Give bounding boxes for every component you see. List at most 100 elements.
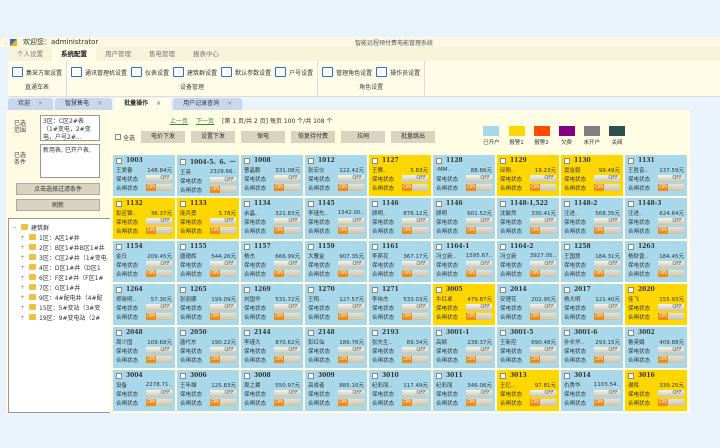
expand-icon[interactable]: + [20, 273, 26, 281]
meter-checkbox[interactable] [500, 243, 506, 250]
meter-checkbox[interactable] [180, 158, 186, 165]
power-toggle[interactable]: OFF [338, 390, 364, 397]
tree-node[interactable]: +7区：G区1#井 [12, 282, 108, 292]
power-toggle[interactable]: OFF [530, 347, 556, 354]
meter-checkbox[interactable] [308, 329, 314, 336]
power-toggle[interactable]: OFF [466, 218, 492, 225]
power-toggle[interactable]: OFF [338, 175, 364, 182]
tree-node[interactable]: +6区：F区1#井（F区1# [12, 272, 108, 282]
meter-cell[interactable]: 1004-5、6、一 王英 2329.66.. 保电状态 OFF 合闸状态 ON [177, 155, 239, 196]
meter-checkbox[interactable] [116, 372, 122, 379]
operation-button[interactable]: 设置下发 [191, 131, 236, 143]
meter-cell[interactable]: 2020 佳飞 155.93元 保电状态 OFF 合闸状态 ON [625, 284, 687, 325]
operation-button[interactable]: 电价下发 [141, 131, 186, 143]
gate-toggle[interactable]: ON [274, 227, 300, 234]
doc-tab[interactable]: 智慧售电 × [55, 98, 113, 110]
gate-toggle[interactable]: ON [338, 313, 364, 320]
meter-checkbox[interactable] [372, 200, 378, 207]
power-toggle[interactable]: OFF [402, 347, 428, 354]
meter-cell[interactable]: 1145 李瑾先.. 1542.00.. 保电状态 OFF 合闸状态 ON [305, 198, 367, 239]
meter-cell[interactable]: 1129 邱刚.. 19.23元 保电状态 OFF 合闸状态 ON [497, 155, 559, 196]
gate-toggle[interactable]: ON [658, 399, 684, 406]
meter-checkbox[interactable] [436, 157, 442, 164]
operation-button[interactable]: 恢复待付费 [291, 131, 336, 143]
meter-checkbox[interactable] [628, 372, 634, 379]
doc-tab[interactable]: 用户记录查询 × [173, 98, 243, 110]
gate-toggle[interactable]: ON [594, 184, 620, 191]
meter-checkbox[interactable] [180, 200, 186, 207]
toolbar-button[interactable]: 集采方案设置 [12, 67, 62, 77]
menu-tab[interactable]: 系统配置 [52, 47, 96, 61]
power-toggle[interactable]: OFF [210, 261, 236, 268]
meter-cell[interactable]: 2144 李瑾大 870.62元 保电状态 OFF 合闸状态 ON [241, 327, 303, 368]
meter-checkbox[interactable] [308, 157, 314, 164]
gate-toggle[interactable]: ON [530, 356, 556, 363]
toolbar-button[interactable]: 户号设置 [275, 67, 313, 77]
meter-cell[interactable]: 2148 彭红仙 186.76元 保电状态 OFF 合闸状态 ON [305, 327, 367, 368]
meter-cell[interactable]: 2048 周少国 109.68元 保电状态 OFF 合闸状态 ON [113, 327, 175, 368]
power-toggle[interactable]: OFF [530, 390, 556, 397]
meter-checkbox[interactable] [180, 329, 186, 336]
power-toggle[interactable]: OFF [594, 175, 620, 182]
meter-checkbox[interactable] [116, 157, 122, 164]
meter-cell[interactable]: 1264 郑晓明.. 57.30元 保电状态 OFF 合闸状态 ON [113, 284, 175, 325]
power-toggle[interactable]: OFF [274, 218, 300, 225]
power-toggle[interactable]: OFF [210, 390, 236, 397]
meter-checkbox[interactable] [116, 200, 122, 207]
power-toggle[interactable]: OFF [658, 347, 684, 354]
expand-icon[interactable]: + [20, 253, 26, 261]
meter-cell[interactable]: 1271 李伟杰 533.03元 保电状态 OFF 合闸状态 ON [369, 284, 431, 325]
gate-toggle[interactable]: ON [466, 184, 492, 191]
power-toggle[interactable]: OFF [594, 261, 620, 268]
meter-checkbox[interactable] [244, 243, 250, 250]
meter-cell[interactable]: 1159 大雁金 907.35元 保电状态 OFF 合闸状态 ON [305, 241, 367, 282]
prev-page-link[interactable]: 上一页 [170, 118, 189, 125]
meter-checkbox[interactable] [436, 372, 442, 379]
power-toggle[interactable]: OFF [658, 218, 684, 225]
gate-toggle[interactable]: ON [274, 399, 300, 406]
close-icon[interactable]: × [227, 100, 233, 107]
meter-cell[interactable]: 3001-5 王新控 690.48元 保电状态 OFF 合闸状态 ON [497, 327, 559, 368]
gate-toggle[interactable]: ON [466, 356, 492, 363]
toolbar-button[interactable]: 仪表设置 [131, 67, 169, 77]
meter-cell[interactable]: 2193 张先生.. 69.34元 保电状态 OFF 合闸状态 ON [369, 327, 431, 368]
meter-checkbox[interactable] [564, 157, 570, 164]
gate-toggle[interactable]: ON [210, 270, 236, 277]
power-toggle[interactable]: OFF [338, 304, 364, 311]
gate-toggle[interactable]: ON [594, 399, 620, 406]
meter-checkbox[interactable] [628, 329, 634, 336]
close-icon[interactable]: × [156, 100, 162, 107]
gate-toggle[interactable]: ON [146, 270, 172, 277]
power-toggle[interactable]: OFF [658, 261, 684, 268]
meter-cell[interactable]: 1131 王胜音.. 137.59元 保电状态 OFF 合闸状态 ON [625, 155, 687, 196]
meter-checkbox[interactable] [116, 286, 122, 293]
tree-node[interactable]: +2区：B区1#井B区1#井 [12, 242, 108, 252]
toolbar-button[interactable]: 默认参数设置 [221, 67, 271, 77]
power-toggle[interactable]: OFF [210, 177, 236, 184]
meter-cell[interactable]: 1133 庞兵勇 3.78元 保电状态 OFF 合闸状态 ON [177, 198, 239, 239]
meter-checkbox[interactable] [500, 372, 506, 379]
operation-button[interactable]: 拉闸 [341, 131, 386, 143]
gate-toggle[interactable]: ON [402, 270, 428, 277]
tree-node[interactable]: +4区：D区1#井（D区1 [12, 262, 108, 272]
tree-node[interactable]: +15区：5#变站（3#变 [12, 302, 108, 312]
meter-cell[interactable]: 1157 杨杰 666.99元 保电状态 OFF 合闸状态 ON [241, 241, 303, 282]
meter-checkbox[interactable] [116, 329, 122, 336]
gate-toggle[interactable]: ON [338, 270, 364, 277]
tree-node[interactable]: +3区：C区2#井（1#变电 [12, 252, 108, 262]
tree-node[interactable]: − 建筑群 [12, 222, 108, 232]
menu-tab[interactable]: 个人设置 [17, 50, 43, 58]
menu-tab[interactable]: 报表中心 [193, 50, 219, 58]
meter-checkbox[interactable] [308, 286, 314, 293]
meter-cell[interactable]: 1258 王国慧 184.31元 保电状态 OFF 合闸状态 ON [561, 241, 623, 282]
gate-toggle[interactable]: ON [338, 399, 364, 406]
power-toggle[interactable]: OFF [466, 390, 492, 397]
close-icon[interactable]: × [97, 100, 103, 107]
meter-checkbox[interactable] [308, 200, 314, 207]
power-toggle[interactable]: OFF [658, 390, 684, 397]
meter-checkbox[interactable] [244, 372, 250, 379]
power-toggle[interactable]: OFF [594, 390, 620, 397]
meter-cell[interactable]: 1132 彭应钢.. 36.37元 保电状态 OFF 合闸状态 ON [113, 198, 175, 239]
range-list[interactable]: 3区：C区2#表（1#变电，2#变电，户号2#... [40, 115, 100, 141]
meter-cell[interactable]: 1134 余晶.. 321.83元 保电状态 OFF 合闸状态 ON [241, 198, 303, 239]
